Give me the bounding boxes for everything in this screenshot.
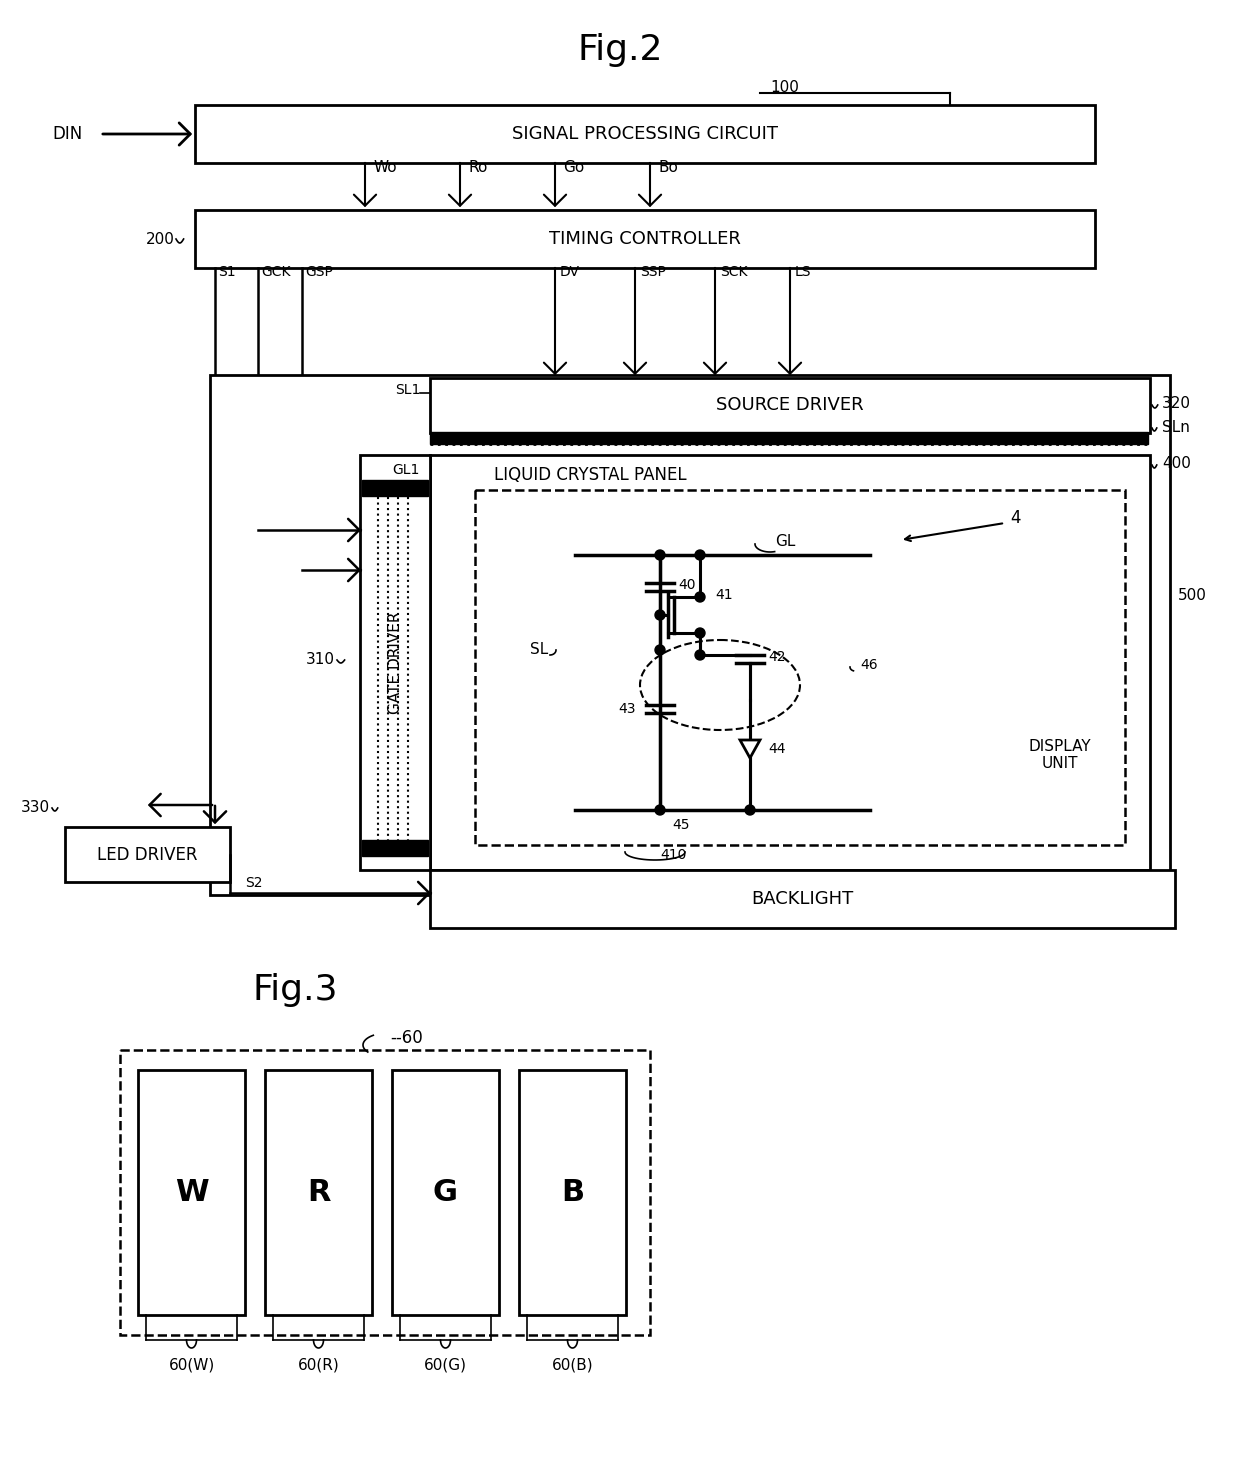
- Bar: [430, 378, 1149, 432]
- Text: W: W: [175, 1177, 208, 1207]
- Text: Bo: Bo: [658, 160, 678, 175]
- Bar: [430, 869, 1176, 929]
- Bar: [475, 490, 1125, 846]
- Text: GCK: GCK: [260, 265, 290, 278]
- Text: 45: 45: [672, 818, 689, 832]
- Text: SSP: SSP: [640, 265, 666, 278]
- Text: S2: S2: [246, 875, 263, 890]
- Text: 42: 42: [768, 650, 785, 663]
- Bar: [362, 840, 428, 856]
- Bar: [430, 455, 1149, 869]
- Text: Ro: Ro: [467, 160, 487, 175]
- Text: GSP: GSP: [305, 265, 332, 278]
- Text: DIN: DIN: [53, 124, 83, 144]
- Text: 60(G): 60(G): [424, 1358, 467, 1373]
- Text: 44: 44: [768, 742, 785, 755]
- Text: 41: 41: [715, 588, 733, 601]
- Text: Go: Go: [563, 160, 584, 175]
- Text: TIMING CONTROLLER: TIMING CONTROLLER: [549, 230, 742, 247]
- Text: 310: 310: [306, 653, 335, 668]
- Text: S1: S1: [218, 265, 236, 278]
- Text: SL1: SL1: [394, 384, 420, 397]
- Text: 4: 4: [1011, 509, 1021, 527]
- Text: SOURCE DRIVER: SOURCE DRIVER: [717, 397, 864, 415]
- Text: LED DRIVER: LED DRIVER: [97, 846, 197, 863]
- Text: 200: 200: [146, 231, 175, 246]
- Text: DV: DV: [560, 265, 580, 278]
- Circle shape: [694, 549, 706, 560]
- Bar: [64, 826, 229, 883]
- Text: 100: 100: [770, 80, 799, 95]
- Text: LS: LS: [795, 265, 811, 278]
- Text: BACKLIGHT: BACKLIGHT: [751, 890, 853, 908]
- Text: GLm: GLm: [388, 841, 420, 855]
- Text: SIGNAL PROCESSING CIRCUIT: SIGNAL PROCESSING CIRCUIT: [512, 124, 777, 144]
- Text: SL: SL: [529, 643, 548, 658]
- Text: DISPLAY
UNIT: DISPLAY UNIT: [1029, 739, 1091, 772]
- Text: 60(B): 60(B): [552, 1358, 593, 1373]
- Text: B: B: [560, 1177, 584, 1207]
- Text: G: G: [433, 1177, 458, 1207]
- Text: GL: GL: [775, 535, 795, 549]
- Text: SCK: SCK: [720, 265, 748, 278]
- Bar: [392, 1069, 498, 1315]
- Bar: [138, 1069, 246, 1315]
- Circle shape: [694, 628, 706, 638]
- Text: GATE DRIVER: GATE DRIVER: [387, 612, 403, 714]
- Text: 46: 46: [861, 658, 878, 672]
- Text: 60(R): 60(R): [298, 1358, 340, 1373]
- Text: 330: 330: [21, 801, 50, 816]
- Text: 40: 40: [678, 578, 696, 592]
- Bar: [210, 375, 1171, 895]
- Text: 500: 500: [1178, 588, 1207, 603]
- Circle shape: [694, 650, 706, 661]
- Text: 410: 410: [660, 849, 687, 862]
- Text: 320: 320: [1162, 395, 1190, 410]
- Bar: [360, 455, 430, 869]
- Bar: [195, 105, 1095, 163]
- Circle shape: [745, 806, 755, 815]
- Text: R: R: [306, 1177, 330, 1207]
- Text: 43: 43: [618, 702, 635, 715]
- Text: 400: 400: [1162, 456, 1190, 471]
- Circle shape: [694, 592, 706, 601]
- Text: GL1: GL1: [393, 464, 420, 477]
- Bar: [430, 432, 1148, 444]
- Bar: [120, 1050, 650, 1334]
- Text: Fig.2: Fig.2: [578, 33, 662, 67]
- Polygon shape: [740, 740, 760, 758]
- Bar: [362, 480, 428, 496]
- Bar: [265, 1069, 372, 1315]
- Bar: [195, 210, 1095, 268]
- Circle shape: [655, 610, 665, 621]
- Text: 60(W): 60(W): [169, 1358, 215, 1373]
- Text: LIQUID CRYSTAL PANEL: LIQUID CRYSTAL PANEL: [494, 467, 686, 484]
- Circle shape: [655, 806, 665, 815]
- Text: Wo: Wo: [373, 160, 397, 175]
- Bar: [520, 1069, 626, 1315]
- Text: --60: --60: [391, 1029, 423, 1047]
- Circle shape: [655, 646, 665, 655]
- Circle shape: [655, 549, 665, 560]
- Text: Fig.3: Fig.3: [252, 973, 337, 1007]
- Text: SLn: SLn: [1162, 419, 1190, 434]
